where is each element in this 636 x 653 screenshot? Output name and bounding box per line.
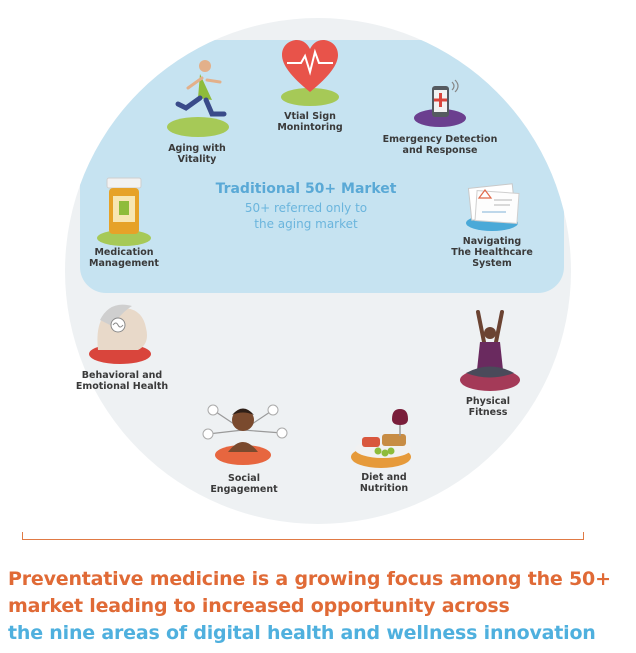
yoga-person-icon <box>460 310 520 391</box>
divider-tick-right <box>583 532 584 539</box>
label-medication-management: Medication Management <box>89 247 159 269</box>
label-emergency-detection: Emergency Detection and Response <box>382 134 498 156</box>
label-navigating-healthcare: Navigating The Healthcare System <box>451 236 533 269</box>
divider-line <box>22 539 584 540</box>
label-diet-nutrition: Diet and Nutrition <box>359 472 409 494</box>
heart-pulse-icon <box>281 40 339 106</box>
center-title: Traditional 50+ Market <box>215 181 397 197</box>
running-man-icon <box>167 60 229 137</box>
label-behavioral-emotional-health: Behavioral and Emotional Health <box>75 370 169 392</box>
smartphone-alert-icon <box>414 79 466 127</box>
food-plate-icon <box>351 409 411 468</box>
tagline-line-3: the nine areas of digital health and wel… <box>8 622 596 644</box>
label-aging-with-vitality: Aging with Vitality <box>168 143 226 165</box>
divider-tick-left <box>22 532 23 539</box>
center-subtitle: 50+ referred only to the aging market <box>244 201 368 231</box>
label-physical-fitness: Physical Fitness <box>465 396 511 418</box>
social-network-person-icon <box>202 404 288 465</box>
label-social-engagement: Social Engagement <box>210 473 278 495</box>
label-vital-sign-monitoring: Vtial Sign Monintoring <box>277 111 343 133</box>
pill-bottle-icon <box>97 177 151 246</box>
documents-icon <box>466 183 520 231</box>
tagline-line-1: Preventative medicine is a growing focus… <box>8 568 611 590</box>
tagline-line-2: market leading to increased opportunity … <box>8 595 510 617</box>
brain-head-icon <box>89 304 151 364</box>
